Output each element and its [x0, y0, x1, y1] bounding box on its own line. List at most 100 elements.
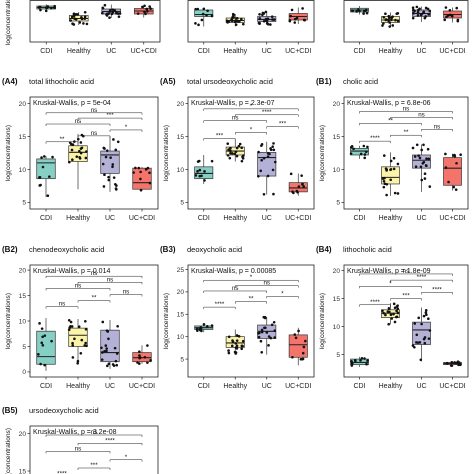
data-point	[350, 364, 354, 367]
data-point	[452, 154, 455, 157]
data-point	[387, 16, 391, 20]
data-point	[364, 150, 368, 154]
x-tick-label: UC+CDI	[285, 48, 311, 55]
data-point	[79, 147, 83, 150]
data-point	[229, 151, 232, 155]
data-point	[205, 324, 209, 328]
significance-bracket	[45, 275, 143, 279]
box-cdi	[350, 148, 369, 156]
significance-bracket	[45, 112, 143, 115]
data-point	[202, 322, 206, 326]
significance-bracket	[45, 288, 111, 291]
data-point	[297, 329, 300, 333]
data-point	[267, 344, 270, 347]
data-point	[84, 328, 88, 331]
data-point	[294, 336, 298, 340]
significance-label: *	[125, 124, 128, 131]
data-point	[392, 156, 396, 160]
significance-label: ****	[262, 109, 272, 116]
panel-frame	[29, 425, 159, 474]
data-point	[262, 192, 266, 196]
data-point	[137, 166, 141, 170]
data-point	[444, 6, 448, 9]
box-uc-cdi	[288, 334, 308, 358]
data-point	[455, 6, 459, 10]
data-point	[415, 5, 419, 9]
data-point	[113, 346, 117, 350]
data-point	[422, 160, 426, 164]
data-point	[67, 328, 71, 332]
panel-B3: (B3) deoxycholic acid log(concentrations) K…	[160, 245, 315, 390]
data-point	[113, 9, 117, 12]
data-point	[115, 363, 119, 367]
data-point	[240, 146, 244, 149]
data-point	[76, 361, 79, 365]
panel-title: cholic acid	[343, 77, 378, 86]
data-point	[240, 159, 244, 163]
data-point	[387, 18, 390, 22]
data-point	[395, 315, 399, 319]
data-point	[198, 328, 202, 332]
significance-label: ****	[57, 470, 67, 474]
significance-label: ns	[418, 111, 425, 118]
data-point	[240, 347, 243, 351]
data-point	[111, 8, 115, 11]
data-point	[450, 364, 454, 367]
data-point	[78, 155, 81, 159]
data-point	[455, 161, 458, 165]
data-point	[108, 16, 111, 19]
data-point	[235, 339, 239, 342]
data-point	[388, 310, 391, 314]
x-tick-label: UC	[105, 215, 115, 222]
data-point	[301, 183, 304, 186]
data-point	[295, 189, 299, 193]
data-point	[234, 19, 237, 22]
data-point	[260, 330, 264, 334]
panel-frame	[343, 0, 469, 43]
data-point	[227, 148, 230, 151]
panel-title: deoxycholic acid	[187, 245, 242, 254]
data-point	[272, 18, 276, 21]
data-point	[227, 351, 231, 355]
data-point	[143, 10, 146, 14]
data-point	[149, 7, 152, 10]
y-tick-label: 10	[177, 167, 185, 174]
plot-area	[350, 5, 462, 28]
data-point	[116, 12, 120, 15]
data-point	[390, 18, 393, 22]
box-uc	[412, 321, 431, 345]
data-point	[237, 20, 241, 23]
test-result: Kruskal-Wallis, p = 5e-04	[33, 100, 111, 107]
data-point	[352, 147, 355, 151]
data-point	[289, 14, 292, 18]
y-tick-label: 15	[19, 468, 27, 474]
data-point	[260, 350, 264, 354]
data-point	[83, 344, 86, 347]
data-point	[363, 9, 366, 13]
data-point	[260, 144, 263, 147]
data-point	[114, 359, 118, 363]
data-point	[391, 24, 395, 27]
y-tick-label: 20	[177, 289, 185, 296]
data-point	[101, 162, 105, 166]
data-point	[198, 168, 202, 172]
data-point	[301, 7, 304, 10]
data-point	[425, 164, 428, 168]
data-point	[104, 344, 108, 347]
data-point	[445, 15, 448, 19]
data-point	[202, 7, 206, 11]
data-point	[234, 342, 238, 345]
data-point	[115, 184, 118, 187]
data-point	[43, 334, 47, 337]
data-point	[49, 6, 53, 10]
panel-B4: (B4) lithocholic acid log(concentrations) K…	[316, 245, 469, 390]
data-point	[350, 359, 353, 363]
data-point	[428, 329, 432, 332]
data-point	[263, 326, 266, 330]
data-point	[196, 329, 199, 332]
data-point	[80, 338, 84, 342]
data-point	[143, 4, 146, 8]
data-point	[363, 357, 366, 360]
data-point	[267, 335, 271, 338]
data-point	[422, 314, 426, 318]
